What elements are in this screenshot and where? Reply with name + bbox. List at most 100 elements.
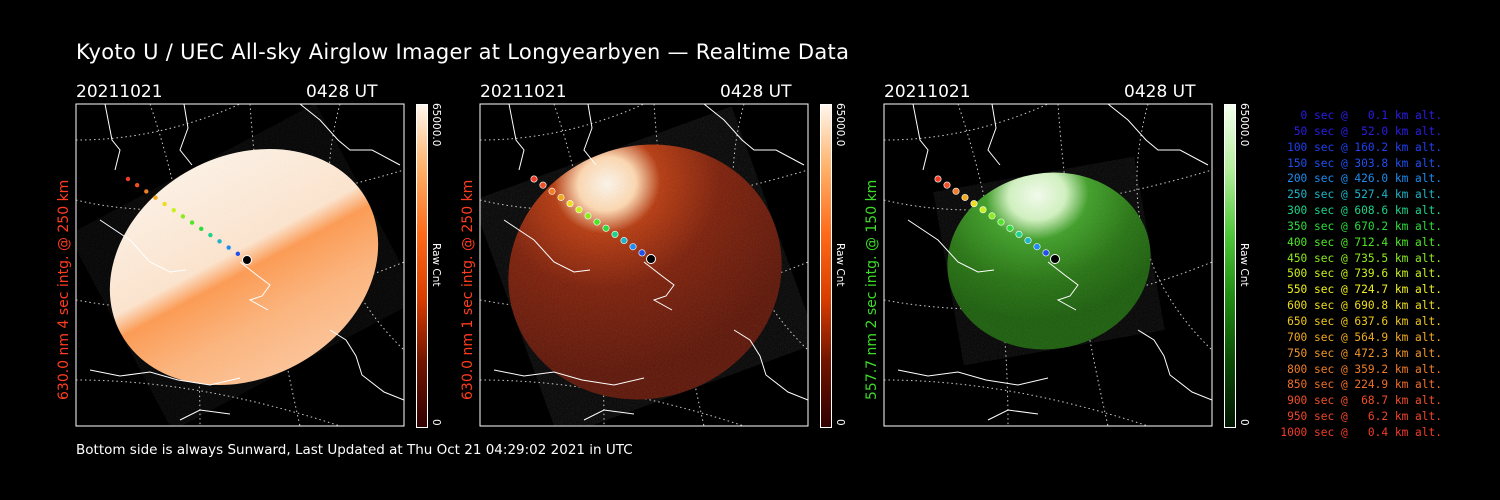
trajectory-point [988,212,996,220]
coastline [99,219,187,273]
legend-row: 850 sec @ 224.9 km alt. [1287,378,1442,392]
trajectory-point [611,230,619,238]
trajectory-point [584,212,592,220]
station-marker [646,254,656,264]
panel-1-colorbar [416,104,428,428]
trajectory-point [1033,243,1041,251]
panel-1-trajectory [125,176,252,265]
coastline [987,104,1001,166]
trajectory-point [557,193,565,201]
trajectory-point [199,226,204,232]
coastline [239,261,271,311]
legend-row: 800 sec @ 359.2 km alt. [1287,362,1442,376]
panel-1-time: 0428 UT [306,82,378,102]
lat-lon-gridline [249,104,301,426]
legend-row: 600 sec @ 690.8 km alt. [1287,299,1442,313]
legend-row: 300 sec @ 608.6 km alt. [1287,204,1442,218]
trajectory-point [189,220,195,225]
trajectory-point [153,195,158,200]
panel-2-colorbar-min: 0 [834,419,846,426]
coastline [643,261,675,311]
panel-3-time: 0428 UT [1124,82,1196,102]
altitude-time-legend: 0 sec @ 0.1 km alt. 50 sec @ 52.0 km alt.… [1258,108,1442,441]
panel-3-colorbar-max: 65000.0 [1238,103,1250,147]
trajectory-point [997,218,1005,226]
lat-lon-gridline [76,379,341,426]
coastline [733,329,808,401]
panel-3-trajectory [934,175,1060,264]
panel-3-noise [947,172,1151,350]
legend-row: 500 sec @ 739.6 km alt. [1287,267,1442,281]
panel-1-colorbar-max: 65000.0 [430,103,442,147]
trajectory-point [1006,224,1014,232]
trajectory-point [134,183,140,188]
legend-row: 900 sec @ 68.7 km alt. [1287,394,1442,408]
panel-1-colorbar-min: 0 [430,419,442,426]
panel-3-colorbar [1224,104,1236,428]
legend-row: 650 sec @ 637.6 km alt. [1287,314,1442,328]
legend-row: 950 sec @ 6.2 km alt. [1287,410,1442,424]
legend-row: 0 sec @ 0.1 km alt. [1300,109,1442,122]
legend-row: 100 sec @ 160.2 km alt. [1287,140,1442,154]
coastline [299,104,401,166]
coastline [179,104,193,166]
panel-2-trajectory [530,175,656,264]
coastline [493,369,645,386]
panel-2-coastline [493,104,808,421]
trajectory-point [208,232,213,238]
trajectory-point [970,200,978,208]
panel-1-noise [109,148,379,386]
trajectory-point [235,251,241,256]
trajectory-point [575,206,583,214]
legend-row: 400 sec @ 712.4 km alt. [1287,235,1442,249]
legend-row: 750 sec @ 472.3 km alt. [1287,346,1442,360]
trajectory-point [530,175,538,183]
trajectory-point [171,207,176,213]
footer-note: Bottom side is always Sunward, Last Upda… [76,442,633,458]
trajectory-point [1015,230,1023,238]
trajectory-point [1042,249,1050,257]
legend-row: 1000 sec @ 0.4 km alt. [1280,425,1442,439]
panel-3-image [884,104,1212,426]
coastline [907,219,995,273]
legend-row: 350 sec @ 670.2 km alt. [1287,219,1442,233]
trajectory-point [144,189,149,194]
trajectory-point [979,206,987,214]
panel-3-coastline [897,104,1212,421]
trajectory-point [629,243,637,251]
trajectory-point [943,181,951,189]
page-title: Kyoto U / UEC All-sky Airglow Imager at … [76,40,850,64]
coastline [89,369,241,386]
trajectory-point [952,187,960,195]
panel-2-time: 0428 UT [720,82,792,102]
legend-row: 700 sec @ 564.9 km alt. [1287,330,1442,344]
legend-row: 150 sec @ 303.8 km alt. [1287,156,1442,170]
coastline [329,329,404,401]
trajectory-point [226,245,231,250]
coastline [987,409,1039,421]
coastline [1137,329,1212,401]
lat-lon-gridline [884,379,1149,426]
trajectory-point [620,237,628,245]
legend-row: 550 sec @ 724.7 km alt. [1287,283,1442,297]
panel-3-date: 20211021 [884,82,971,102]
coastline [179,409,231,421]
trajectory-point [125,176,131,182]
panel-1-date: 20211021 [76,82,163,102]
coastline [912,104,929,171]
trajectory-point [539,181,547,189]
lat-lon-gridline [480,379,745,426]
coastline [583,409,635,421]
trajectory-point [217,239,222,244]
panel-2-colorbar [820,104,832,428]
trajectory-point [602,224,610,232]
trajectory-point [180,214,186,219]
coastline [104,104,121,171]
legend-row: 200 sec @ 426.0 km alt. [1287,172,1442,186]
trajectory-point [961,193,969,201]
legend-row: 50 sec @ 52.0 km alt. [1293,124,1442,138]
trajectory-point [162,201,167,207]
coastline [1107,104,1209,166]
panel-2-date: 20211021 [480,82,567,102]
station-marker [242,255,252,265]
